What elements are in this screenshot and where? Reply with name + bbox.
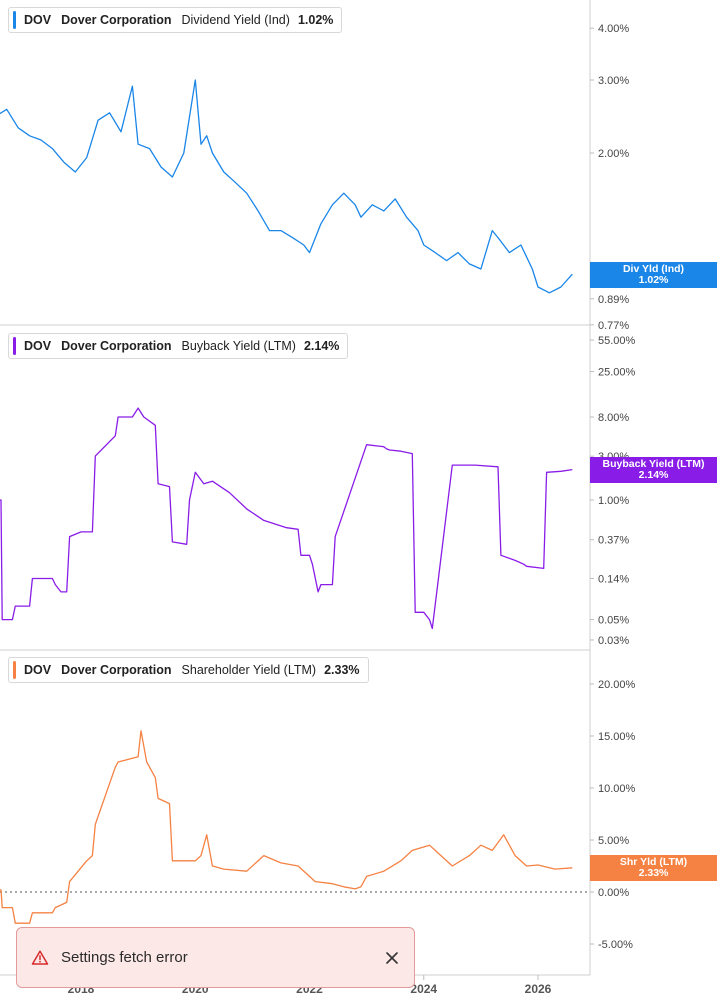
error-toast: Settings fetch error <box>16 927 415 988</box>
metric-name: Dividend Yield (Ind) <box>181 13 290 27</box>
metric-value: 2.14% <box>303 339 340 353</box>
y-tick-label: 20.00% <box>598 679 636 691</box>
ticker-label: DOV <box>24 339 52 353</box>
y-tick-label: 2.00% <box>598 148 629 160</box>
tag-label: Buyback Yield (LTM) <box>602 458 705 470</box>
series-color-marker <box>13 337 16 355</box>
x-tick-label: 2026 <box>525 982 552 996</box>
close-icon[interactable] <box>384 950 400 966</box>
y-tick-label: 55.00% <box>598 335 636 347</box>
ticker-label: DOV <box>24 13 52 27</box>
tag-value: 2.33% <box>638 867 669 879</box>
panel-title-shareholder-yield: DOV Dover Corporation Shareholder Yield … <box>8 657 369 683</box>
series-color-marker <box>13 11 16 29</box>
y-tick-label: 3.00% <box>598 75 629 87</box>
y-tick-label: 0.03% <box>598 635 629 647</box>
panel-0: 4.00%3.00%2.00%0.99%0.89%0.77% <box>0 23 629 332</box>
company-name: Dover Corporation <box>61 339 172 353</box>
y-tick-label: -5.00% <box>598 939 633 951</box>
metric-name: Shareholder Yield (LTM) <box>181 663 317 677</box>
series-color-marker <box>13 661 16 679</box>
warning-icon <box>31 950 49 965</box>
y-tick-label: 25.00% <box>598 367 636 379</box>
panel-title-dividend-yield: DOV Dover Corporation Dividend Yield (In… <box>8 7 343 33</box>
y-tick-label: 4.00% <box>598 23 629 35</box>
tag-value: 2.14% <box>638 469 669 481</box>
metric-name: Buyback Yield (LTM) <box>181 339 296 353</box>
last-value-tag-shareholder: Shr Yld (LTM) 2.33% <box>590 855 717 881</box>
series-line <box>0 407 573 630</box>
y-tick-label: 15.00% <box>598 731 636 743</box>
y-tick-label: 8.00% <box>598 412 629 424</box>
metric-value: 1.02% <box>297 13 334 27</box>
tag-label: Shr Yld (LTM) <box>619 856 688 868</box>
y-tick-label: 0.00% <box>598 887 629 899</box>
y-tick-label: 0.37% <box>598 535 629 547</box>
y-tick-label: 0.05% <box>598 615 629 627</box>
x-tick-label: 2024 <box>410 982 437 996</box>
toast-message: Settings fetch error <box>61 949 188 966</box>
y-tick-label: 1.00% <box>598 495 629 507</box>
tag-value: 1.02% <box>638 274 669 286</box>
panel-1: 55.00%25.00%8.00%3.00%1.00%0.37%0.14%0.0… <box>0 335 636 647</box>
metric-value: 2.33% <box>324 663 360 677</box>
series-line <box>0 730 573 924</box>
tag-label: Div Yld (Ind) <box>622 263 685 275</box>
y-tick-label: 0.77% <box>598 320 629 332</box>
y-tick-label: 0.14% <box>598 573 629 585</box>
panel-2: 20.00% 15.00% 10.00% 5.00% 0.00% -5.00% <box>0 679 636 951</box>
series-line <box>0 79 573 294</box>
y-tick-label: 0.89% <box>598 294 629 306</box>
y-tick-label: 5.00% <box>598 835 629 847</box>
last-value-tag-dividend: Div Yld (Ind) 1.02% <box>590 262 717 288</box>
company-name: Dover Corporation <box>61 13 172 27</box>
panel-title-buyback-yield: DOV Dover Corporation Buyback Yield (LTM… <box>8 333 349 359</box>
last-value-tag-buyback: Buyback Yield (LTM) 2.14% <box>590 457 717 483</box>
ticker-label: DOV <box>24 663 52 677</box>
company-name: Dover Corporation <box>61 663 172 677</box>
y-tick-label: 10.00% <box>598 783 636 795</box>
